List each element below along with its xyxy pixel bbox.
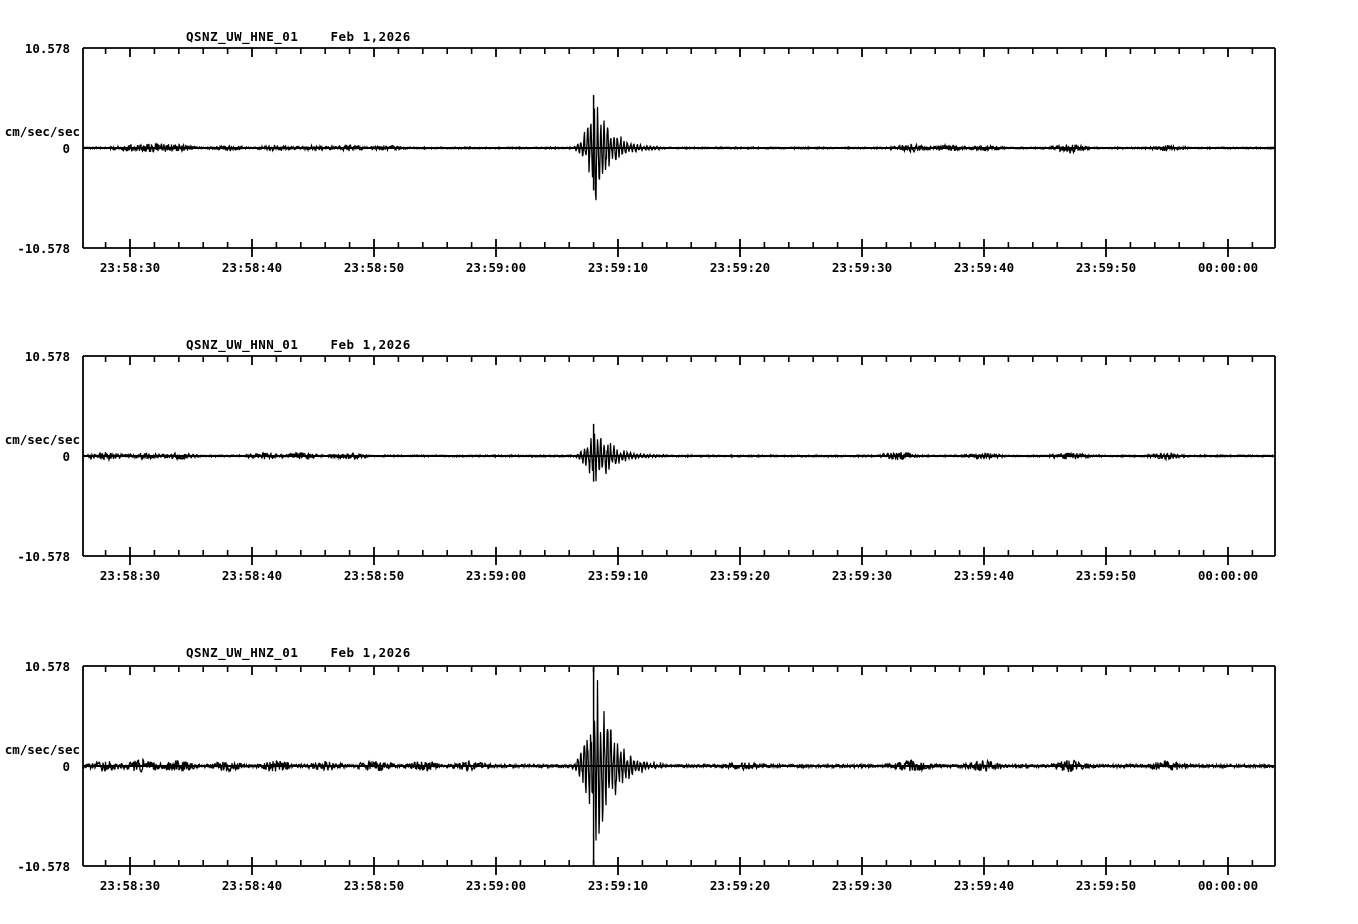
x-axis-tick-label: 23:59:50 <box>1075 568 1137 583</box>
x-axis-tick-label: 23:58:40 <box>221 878 283 893</box>
waveform-trace <box>82 106 1276 201</box>
x-axis-tick-label: 23:58:30 <box>99 260 161 275</box>
x-axis-tick-label: 23:59:10 <box>587 568 649 583</box>
y-axis-tick-label: 0 <box>62 449 70 464</box>
y-axis-tick-label: -10.578 <box>17 859 70 874</box>
panel-title: QSNZ_UW_HNZ_01 Feb 1,2026 <box>186 645 411 660</box>
x-axis-tick-label: 23:59:00 <box>465 568 527 583</box>
x-axis-tick-label: 23:59:40 <box>953 260 1015 275</box>
x-axis-tick-label: 23:59:10 <box>587 878 649 893</box>
x-axis-tick-label: 23:58:40 <box>221 260 283 275</box>
x-axis-tick-label: 23:58:50 <box>343 568 405 583</box>
x-axis-tick-label: 23:58:50 <box>343 878 405 893</box>
x-axis-tick-label: 23:59:50 <box>1075 878 1137 893</box>
waveform-trace <box>82 433 1276 482</box>
x-axis-tick-label: 23:58:40 <box>221 568 283 583</box>
x-axis-tick-label: 23:59:30 <box>831 260 893 275</box>
y-axis-tick-label: 0 <box>62 759 70 774</box>
x-axis-tick-label: 23:58:30 <box>99 568 161 583</box>
x-axis-tick-label: 23:59:00 <box>465 260 527 275</box>
y-axis-units-label: cm/sec/sec <box>4 124 80 139</box>
x-axis-tick-label: 23:58:50 <box>343 260 405 275</box>
y-axis-tick-label: 10.578 <box>24 41 70 56</box>
x-axis-tick-label: 23:59:20 <box>709 568 771 583</box>
panel-title: QSNZ_UW_HNN_01 Feb 1,2026 <box>186 337 411 352</box>
x-axis-tick-label: 23:59:20 <box>709 878 771 893</box>
x-axis-tick-label: 00:00:00 <box>1197 878 1259 893</box>
x-axis-tick-label: 23:59:20 <box>709 260 771 275</box>
x-axis-tick-label: 23:59:30 <box>831 568 893 583</box>
waveform-trace <box>82 680 1276 841</box>
x-axis-tick-label: 23:59:40 <box>953 878 1015 893</box>
y-axis-tick-label: 0 <box>62 141 70 156</box>
y-axis-tick-label: 10.578 <box>24 659 70 674</box>
panel-title: QSNZ_UW_HNE_01 Feb 1,2026 <box>186 29 411 44</box>
x-axis-tick-label: 23:58:30 <box>99 878 161 893</box>
x-axis-tick-label: 23:59:00 <box>465 878 527 893</box>
x-axis-tick-label: 23:59:10 <box>587 260 649 275</box>
x-axis-tick-label: 00:00:00 <box>1197 260 1259 275</box>
y-axis-tick-label: -10.578 <box>17 241 70 256</box>
y-axis-tick-label: -10.578 <box>17 549 70 564</box>
x-axis-tick-label: 23:59:40 <box>953 568 1015 583</box>
y-axis-units-label: cm/sec/sec <box>4 432 80 447</box>
y-axis-tick-label: 10.578 <box>24 349 70 364</box>
x-axis-tick-label: 23:59:50 <box>1075 260 1137 275</box>
x-axis-tick-label: 23:59:30 <box>831 878 893 893</box>
y-axis-units-label: cm/sec/sec <box>4 742 80 757</box>
x-axis-tick-label: 00:00:00 <box>1197 568 1259 583</box>
